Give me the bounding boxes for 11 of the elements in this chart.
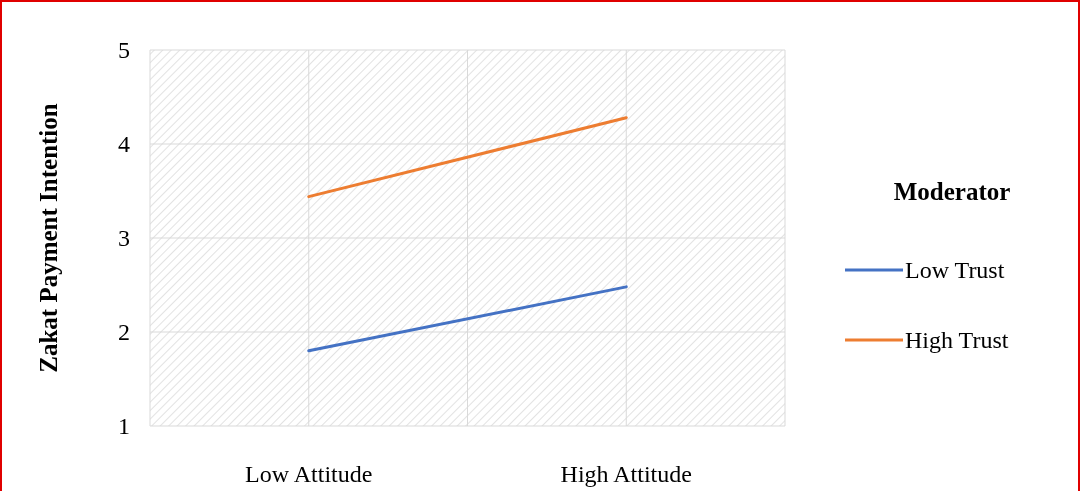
- y-tick-label: 4: [118, 131, 130, 158]
- legend-title: Moderator: [893, 178, 1011, 205]
- y-tick-label: 2: [118, 319, 130, 346]
- legend-label: Low Trust: [905, 257, 1005, 284]
- y-tick-label: 5: [118, 37, 130, 64]
- y-tick-label: 1: [118, 413, 130, 440]
- x-tick-label: High Attitude: [560, 461, 692, 487]
- x-tick-label: Low Attitude: [245, 461, 373, 487]
- y-tick-label: 3: [118, 225, 130, 252]
- legend-label: High Trust: [905, 327, 1009, 354]
- y-axis-title: Zakat Payment Intention: [35, 103, 62, 373]
